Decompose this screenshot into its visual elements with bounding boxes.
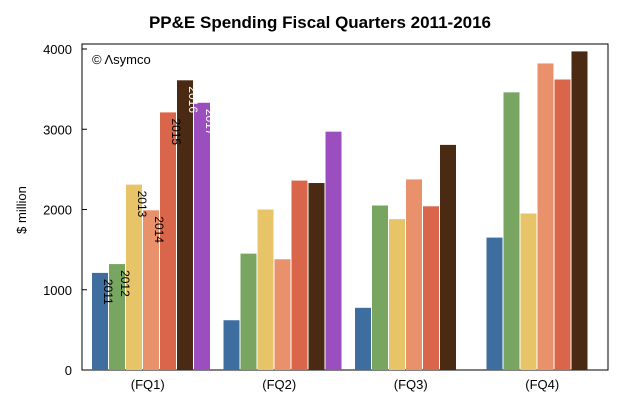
- bar-2013-3: [520, 213, 537, 370]
- x-category-label: (FQ4): [525, 377, 559, 392]
- y-tick-label: 1000: [43, 283, 72, 298]
- series-label-2011: 2011: [101, 279, 115, 305]
- chart-title: PP&E Spending Fiscal Quarters 2011-2016: [149, 13, 491, 32]
- bars-group: [92, 51, 588, 371]
- bar-2017-0: [194, 102, 210, 370]
- series-label-2015: 2015: [169, 118, 183, 145]
- series-label-2014: 2014: [152, 216, 166, 243]
- bar-2014-1: [274, 259, 291, 370]
- bar-2015-3: [554, 79, 571, 371]
- y-tick-label: 4000: [43, 42, 72, 57]
- bar-2016-2: [440, 144, 456, 370]
- bar-2012-0: [109, 264, 125, 370]
- x-category-label: (FQ3): [394, 377, 428, 392]
- bar-2015-1: [291, 180, 308, 370]
- bar-2014-0: [143, 210, 159, 370]
- bar-2015-0: [160, 112, 176, 371]
- y-tick-label: 2000: [43, 203, 72, 218]
- y-tick-label: 0: [65, 363, 72, 378]
- x-category-label: (FQ2): [262, 377, 296, 392]
- plot-frame: [81, 43, 609, 371]
- bar-2015-2: [423, 206, 439, 370]
- bar-2011-2: [355, 307, 371, 370]
- bar-2016-3: [571, 51, 588, 370]
- series-label-2016: 2016: [186, 86, 200, 113]
- y-tick-label: 3000: [43, 122, 72, 137]
- bar-2012-2: [372, 205, 388, 370]
- bar-2016-0: [177, 80, 193, 371]
- bar-2017-1: [325, 131, 342, 370]
- bar-2011-3: [486, 237, 503, 370]
- bar-2016-1: [308, 183, 325, 370]
- bar-2013-1: [257, 209, 274, 370]
- bar-2011-1: [223, 320, 240, 370]
- copyright-annotation: © Λsymco: [92, 52, 151, 67]
- bar-2014-3: [537, 63, 554, 370]
- bar-2013-0: [126, 184, 142, 370]
- bar-2012-1: [240, 253, 257, 370]
- bar-2012-3: [503, 92, 520, 371]
- series-label-2013: 2013: [135, 191, 149, 218]
- bar-2013-2: [389, 219, 405, 370]
- bar-2011-0: [92, 272, 108, 370]
- series-label-2012: 2012: [118, 270, 132, 297]
- series-label-2017: 2017: [203, 109, 217, 136]
- bar-2014-2: [406, 179, 422, 370]
- axes: 0 1000 2000 3000 4000 (FQ1) (FQ2) (FQ3) (FQ4): [43, 42, 609, 392]
- y-axis-label: $ million: [14, 186, 29, 234]
- x-category-label: (FQ1): [131, 377, 165, 392]
